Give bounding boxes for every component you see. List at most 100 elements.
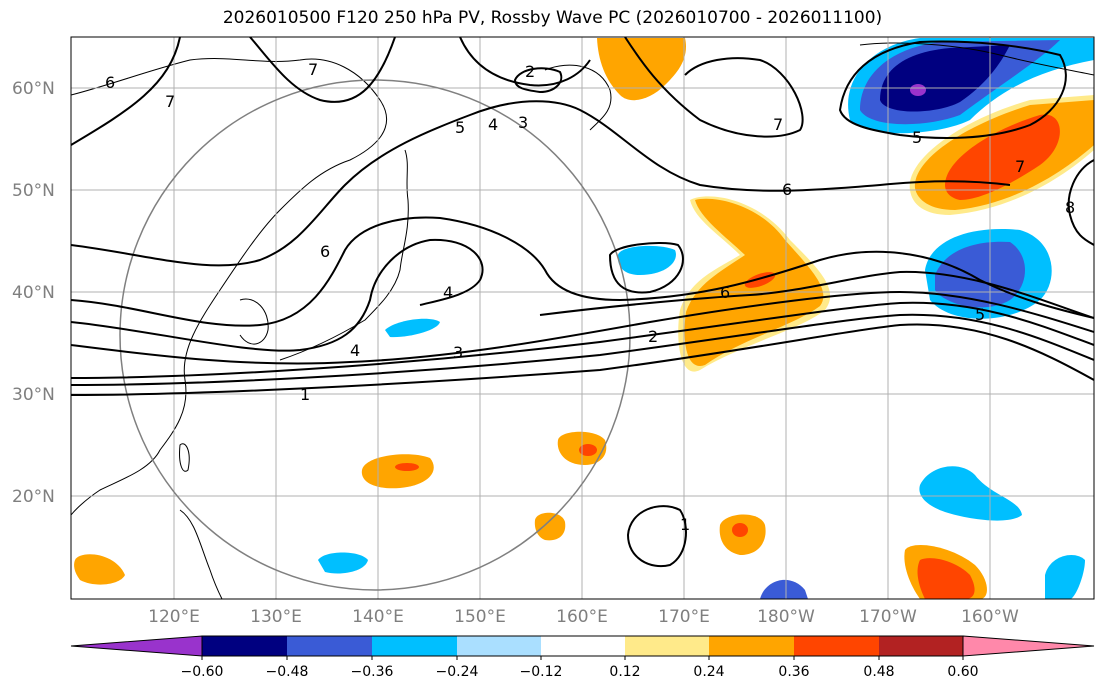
colorbar-bin <box>794 636 879 656</box>
contour-label: 4 <box>443 283 453 302</box>
colorbar-tick-label: −0.60 <box>181 664 224 680</box>
contour-6 <box>71 100 1011 267</box>
anomaly-negative-south-3 <box>1045 555 1085 599</box>
coastline-asia <box>71 58 387 516</box>
colorbar-ticks <box>201 656 964 660</box>
contour-label: 8 <box>1065 198 1075 217</box>
anomaly-positive-subtrop-1 <box>361 454 434 489</box>
colorbar-arrow-right <box>962 635 1095 657</box>
coastline-philippines <box>179 509 223 599</box>
anomaly-negative-nw-pacific <box>617 245 676 275</box>
colorbar-tick-label: 0.12 <box>609 664 640 680</box>
anomaly-negative-south-2 <box>760 579 808 599</box>
colorbar-bin <box>202 636 287 656</box>
anomaly-negative-japan <box>385 318 440 338</box>
lon-label: 170°E <box>658 607 710 627</box>
contour-label: 4 <box>488 115 498 134</box>
contour-label: 5 <box>975 305 985 324</box>
lon-label: 120°E <box>148 607 200 627</box>
colorbar-bin <box>372 636 457 656</box>
pv-contours <box>71 37 1094 568</box>
lat-label: 50°N <box>12 181 55 201</box>
anomaly-negative-south-1 <box>318 552 368 574</box>
anomaly-positive-subtrop-1-core <box>395 463 419 471</box>
contour-alaska-5 <box>838 40 1067 139</box>
contour-1 <box>71 323 1094 396</box>
colorbar-tick-label: −0.24 <box>436 664 479 680</box>
anomaly-positive-subtrop-3 <box>534 512 566 541</box>
contour-3 <box>71 290 1094 365</box>
contour-closed-1 <box>626 505 687 568</box>
coastline-kamchatka <box>544 64 612 131</box>
figure-title: 2026010500 F120 250 hPa PV, Rossby Wave … <box>222 8 883 28</box>
contour-label: 3 <box>453 343 463 362</box>
contour-2a <box>71 313 1094 386</box>
colorbar-tick-label: −0.48 <box>266 664 309 680</box>
colorbar-tick-label: 0.48 <box>863 664 894 680</box>
lon-label: 160°E <box>556 607 608 627</box>
lon-label: 170°W <box>859 607 917 627</box>
colorbar-bin <box>457 636 541 656</box>
contour-closed-2 <box>513 67 563 94</box>
anomaly-positive-goa-core <box>945 114 1060 200</box>
contour-label: 6 <box>782 180 792 199</box>
coastline-taiwan <box>179 443 190 472</box>
lon-label: 150°E <box>454 607 506 627</box>
contour-label: 7 <box>1015 157 1025 176</box>
contour-label: 7 <box>308 60 318 79</box>
contour-closed-3 <box>608 242 684 294</box>
colorbar-arrow-left <box>70 635 203 657</box>
colorbar-tick-label: −0.36 <box>351 664 394 680</box>
contour-label: 7 <box>165 92 175 111</box>
contour-label: 6 <box>320 242 330 261</box>
contour-7 <box>71 37 804 146</box>
colorbar-bin <box>709 636 794 656</box>
contour-label: 2 <box>648 327 658 346</box>
contour-label: 6 <box>720 283 730 302</box>
coastlines <box>71 42 1094 599</box>
lat-label: 40°N <box>12 283 55 303</box>
contour-label: 5 <box>912 128 922 147</box>
coastline-alaska <box>859 42 1094 76</box>
anomaly-positive-okhotsk <box>597 38 686 101</box>
colorbar-bin <box>287 636 372 656</box>
contour-8 <box>1067 159 1094 246</box>
anomaly-min-alaska <box>910 84 926 96</box>
colorbar-bin <box>625 636 709 656</box>
colorbar-bin <box>879 636 963 656</box>
gridlines <box>71 37 1094 599</box>
contour-2b <box>71 301 1094 379</box>
lat-label: 30°N <box>12 385 55 405</box>
colorbar: −0.60 −0.48 −0.36 −0.24 −0.12 0.12 0.24 … <box>70 635 1095 680</box>
coastline-korea <box>239 298 269 345</box>
longitude-labels: 120°E 130°E 140°E 150°E 160°E 170°E 180°… <box>148 607 1019 627</box>
colorbar-tick-label: 0.36 <box>778 664 809 680</box>
contour-label: 1 <box>300 385 310 404</box>
colorbar-bin <box>541 636 625 656</box>
anomaly-negative-alaska-inner <box>880 45 1010 112</box>
contour-label: 4 <box>350 341 360 360</box>
colorbar-tick-label: 0.60 <box>947 664 978 680</box>
lat-label: 60°N <box>12 79 55 99</box>
anomaly-positive-se-core <box>917 558 975 599</box>
lon-label: 140°E <box>352 607 404 627</box>
coastline-japan <box>279 149 409 361</box>
latitude-labels: 60°N 50°N 40°N 30°N 20°N <box>12 79 55 507</box>
contour-label: 1 <box>680 515 690 534</box>
contour-label: 6 <box>105 73 115 92</box>
lat-label: 20°N <box>12 487 55 507</box>
contour-4 <box>71 238 1094 352</box>
lon-label: 180°W <box>757 607 815 627</box>
contour-label: 3 <box>518 113 528 132</box>
anomaly-positive-subtrop-4-core <box>732 523 748 537</box>
contour-label: 7 <box>773 115 783 134</box>
contour-label: 5 <box>455 118 465 137</box>
anomaly-positive-sw <box>74 554 125 585</box>
pv-anomaly-shading <box>74 38 1094 599</box>
anomaly-negative-hawaii <box>919 466 1022 521</box>
contour-labels: 6 7 7 2 5 4 3 7 6 5 7 8 6 4 4 6 2 3 1 1 … <box>105 60 1075 534</box>
colorbar-tick-label: −0.12 <box>520 664 563 680</box>
lon-label: 160°W <box>961 607 1019 627</box>
contour-label: 2 <box>525 62 535 81</box>
